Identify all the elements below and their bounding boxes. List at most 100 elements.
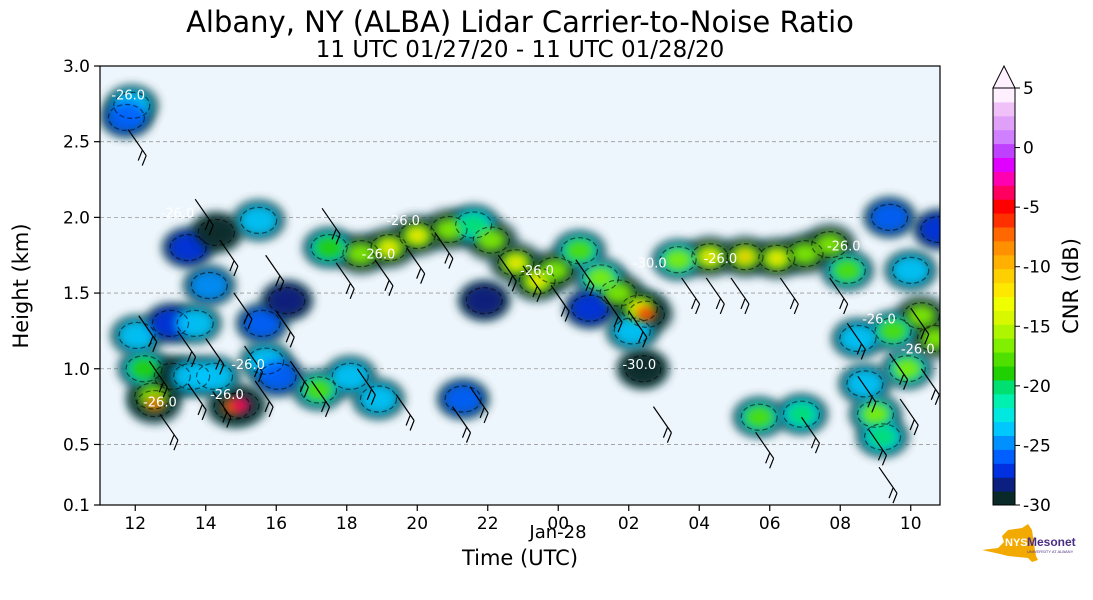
contour-line bbox=[620, 294, 658, 322]
cnr-blob bbox=[506, 255, 526, 270]
cnr-blob bbox=[867, 425, 898, 449]
cnr-blob bbox=[442, 383, 484, 415]
colorbar-segment bbox=[993, 268, 1015, 284]
contour-label: -26.0 bbox=[231, 358, 265, 373]
contour-line bbox=[920, 215, 940, 244]
colorbar-segment bbox=[993, 477, 1015, 492]
wind-barb bbox=[187, 383, 207, 421]
wind-barb bbox=[265, 254, 285, 292]
x-tick-label: 02 bbox=[618, 514, 640, 534]
cnr-blob bbox=[257, 360, 299, 392]
cnr-blob bbox=[920, 327, 940, 350]
cnr-blob bbox=[603, 281, 633, 305]
x-tick-label: 10 bbox=[900, 514, 922, 534]
colorbar-segment bbox=[993, 143, 1015, 158]
wind-barb bbox=[406, 247, 426, 284]
wind-barb bbox=[497, 254, 517, 292]
cnr-blob bbox=[918, 213, 940, 246]
y-tick-label: 0.1 bbox=[63, 496, 90, 516]
cnr-blob bbox=[767, 251, 787, 266]
colorbar-segment bbox=[993, 88, 1015, 103]
wind-barb bbox=[800, 416, 821, 454]
wind-barb bbox=[603, 295, 623, 333]
colorbar-segment bbox=[993, 185, 1015, 200]
cnr-blob bbox=[358, 383, 399, 415]
contour-line bbox=[892, 256, 930, 284]
contour-line bbox=[136, 389, 174, 418]
cnr-blob bbox=[569, 292, 611, 324]
contour-label: -26.0 bbox=[143, 396, 177, 411]
cnr-blob bbox=[266, 285, 308, 317]
wind-barb bbox=[335, 262, 355, 300]
colorbar-segment bbox=[993, 157, 1015, 172]
wind-barb bbox=[920, 368, 940, 405]
contour-line bbox=[342, 240, 380, 268]
wind-barb bbox=[452, 406, 472, 443]
cnr-blob bbox=[231, 397, 251, 413]
colorbar-tick-label: -5 bbox=[1023, 198, 1040, 218]
contour-line bbox=[846, 370, 884, 398]
wind-barb bbox=[829, 277, 849, 315]
contour-line bbox=[134, 382, 172, 410]
cnr-blob bbox=[167, 232, 209, 264]
wind-barb bbox=[779, 277, 799, 315]
wind-barb bbox=[356, 368, 376, 405]
contour-line bbox=[268, 287, 306, 315]
colorbar-segment bbox=[993, 282, 1015, 297]
colorbar-tick-label: -30 bbox=[1023, 496, 1051, 516]
colorbar-segment bbox=[993, 435, 1015, 450]
contour-line bbox=[828, 256, 866, 284]
wind-barb bbox=[434, 232, 454, 269]
y-tick-label: 2.5 bbox=[63, 133, 90, 153]
colorbar-tick-label: -10 bbox=[1023, 258, 1051, 278]
wind-barb bbox=[177, 330, 197, 368]
cnr-blob bbox=[890, 254, 932, 286]
contour-label: -26.0 bbox=[862, 312, 896, 327]
wind-barb bbox=[705, 277, 725, 315]
cnr-blob bbox=[303, 378, 334, 402]
cnr-blob bbox=[540, 259, 570, 282]
colorbar-tick-label: 0 bbox=[1023, 139, 1034, 159]
cnr-blob bbox=[407, 228, 427, 243]
colorbar-segment bbox=[993, 366, 1015, 381]
contour-line bbox=[222, 391, 260, 419]
contour-line bbox=[811, 231, 849, 259]
cnr-blob bbox=[463, 285, 505, 317]
x-tick-label: 08 bbox=[829, 514, 851, 534]
contour-line bbox=[176, 309, 214, 337]
colorbar-segment bbox=[993, 129, 1015, 145]
cnr-blob bbox=[735, 249, 755, 264]
cnr-blob bbox=[790, 242, 820, 265]
x-tick-label: 20 bbox=[406, 514, 428, 534]
x-axis: 12 14 16 18 20 22 00 02 04 06 08 10 bbox=[124, 505, 922, 534]
wind-barb bbox=[469, 386, 489, 424]
wind-barb bbox=[730, 277, 750, 315]
wind-barb bbox=[889, 353, 909, 390]
contour-label: -26.0 bbox=[520, 264, 554, 279]
logo-nys: NYS bbox=[1005, 537, 1028, 549]
wind-barb bbox=[205, 338, 225, 375]
contour-line bbox=[599, 279, 637, 307]
wind-barb bbox=[575, 259, 595, 296]
contour-labels: -26.0 -26.0 -26.0 -26.0 -26.0 -26.0 -30.0 -26.0… bbox=[111, 88, 934, 410]
contour-line bbox=[782, 400, 821, 428]
contour-line bbox=[247, 347, 285, 375]
wind-barb bbox=[311, 380, 331, 418]
contour-line bbox=[740, 403, 778, 431]
colorbar-segment bbox=[993, 491, 1015, 506]
x-tick-label: 00 bbox=[547, 514, 569, 534]
contour-label: -26.0 bbox=[386, 214, 420, 229]
cnr-blob bbox=[379, 240, 399, 255]
cnr-blob bbox=[860, 402, 891, 426]
y-tick-label: 1.0 bbox=[63, 360, 90, 380]
colorbar-segment bbox=[993, 213, 1015, 228]
colorbar-segment bbox=[993, 352, 1015, 367]
colorbar-extend bbox=[992, 64, 1016, 89]
contour-line bbox=[613, 317, 651, 345]
x-tick-label: 06 bbox=[759, 514, 781, 534]
contour-line bbox=[627, 300, 665, 328]
colorbar-segment bbox=[993, 101, 1015, 117]
x-tick-label: 12 bbox=[124, 514, 146, 534]
wind-barb bbox=[275, 310, 295, 348]
